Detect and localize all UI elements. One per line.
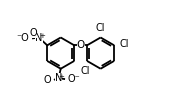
Text: O: O (77, 40, 85, 50)
Text: O: O (29, 28, 37, 38)
Text: Cl: Cl (119, 39, 129, 49)
Text: N: N (55, 73, 62, 83)
Text: N: N (35, 33, 43, 43)
Text: Cl: Cl (96, 23, 105, 33)
Text: O⁻: O⁻ (67, 74, 80, 84)
Text: +: + (58, 74, 64, 80)
Text: Cl: Cl (81, 66, 90, 76)
Text: O: O (43, 74, 51, 85)
Text: ⁻O: ⁻O (16, 33, 29, 43)
Text: +: + (39, 33, 45, 39)
